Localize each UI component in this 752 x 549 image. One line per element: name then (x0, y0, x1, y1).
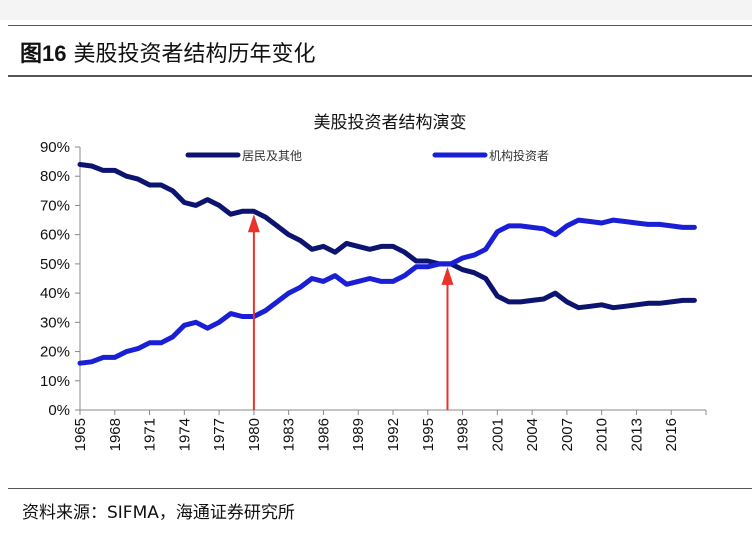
divider (8, 488, 752, 489)
x-tick-label: 1995 (420, 418, 437, 451)
figure-title-text: 美股投资者结构历年变化 (73, 42, 316, 67)
legend-label: 居民及其他 (242, 149, 302, 163)
legend-label: 机构投资者 (489, 148, 549, 163)
y-tick-label: 40% (40, 285, 70, 302)
x-tick-label: 1971 (142, 418, 159, 451)
figure-label: 图16 (20, 41, 67, 66)
x-tick-label: 2001 (489, 418, 506, 451)
x-tick-label: 1968 (107, 418, 124, 451)
x-tick-label: 2004 (524, 418, 541, 451)
series-line-1 (77, 162, 697, 311)
source-note: 资料来源：SIFMA，海通证券研究所 (22, 503, 295, 523)
x-tick-label: 1974 (176, 418, 193, 451)
x-tick-label: 1998 (455, 418, 472, 451)
y-tick-label: 80% (40, 168, 70, 185)
arrow-head-icon (441, 266, 454, 285)
x-tick-label: 1983 (281, 418, 298, 451)
x-tick-label: 2007 (559, 418, 576, 451)
x-tick-label: 2016 (663, 418, 680, 451)
x-tick-label: 1989 (350, 418, 367, 451)
annotations (247, 214, 454, 410)
arrow-head-icon (247, 214, 260, 233)
top-bar (0, 0, 752, 20)
series-line-2 (77, 217, 697, 366)
x-tick-label: 1977 (211, 418, 228, 451)
divider (8, 75, 752, 77)
legend: 居民及其他 机构投资者 (185, 148, 549, 163)
chart-title: 美股投资者结构演变 (314, 113, 467, 133)
x-tick-label: 2013 (628, 418, 645, 451)
x-tick-label: 1980 (246, 418, 263, 451)
x-tick-label: 1986 (315, 418, 332, 451)
axes: 0% 10% 20% 30% 40% 50% 60% 70% 80% 90% 1965 1968 197… (40, 139, 707, 451)
y-tick-label: 10% (40, 373, 70, 390)
x-tick-label: 1992 (385, 418, 402, 451)
y-tick-label: 70% (40, 197, 70, 214)
figure-title: 图16 美股投资者结构历年变化 (20, 36, 316, 68)
y-tick-label: 0% (48, 402, 70, 419)
series-group (77, 162, 697, 366)
divider (8, 25, 752, 26)
y-tick-label: 20% (40, 344, 70, 361)
y-tick-label: 60% (40, 227, 70, 244)
x-tick-label: 2010 (594, 418, 611, 451)
y-tick-label: 50% (40, 256, 70, 273)
x-tick-label: 1965 (72, 418, 89, 451)
y-tick-label: 90% (40, 139, 70, 156)
y-tick-label: 30% (40, 314, 70, 331)
